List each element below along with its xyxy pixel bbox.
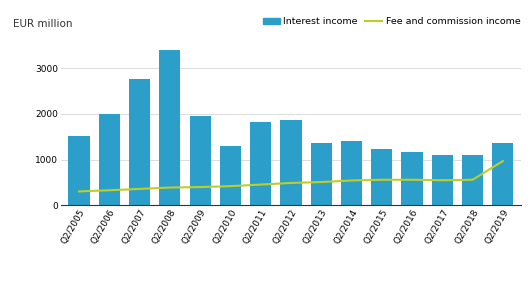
- Bar: [99, 114, 120, 205]
- Bar: [492, 143, 514, 205]
- Bar: [462, 155, 483, 205]
- Bar: [159, 50, 180, 205]
- Bar: [250, 122, 271, 205]
- Bar: [432, 155, 453, 205]
- Bar: [129, 79, 150, 205]
- Bar: [311, 143, 332, 205]
- Bar: [371, 149, 393, 205]
- Bar: [341, 141, 362, 205]
- Legend: Interest income, Fee and commission income: Interest income, Fee and commission inco…: [262, 17, 521, 26]
- Bar: [189, 116, 211, 205]
- Text: EUR million: EUR million: [13, 19, 72, 30]
- Bar: [402, 152, 423, 205]
- Bar: [280, 120, 302, 205]
- Bar: [68, 136, 89, 205]
- Bar: [220, 146, 241, 205]
